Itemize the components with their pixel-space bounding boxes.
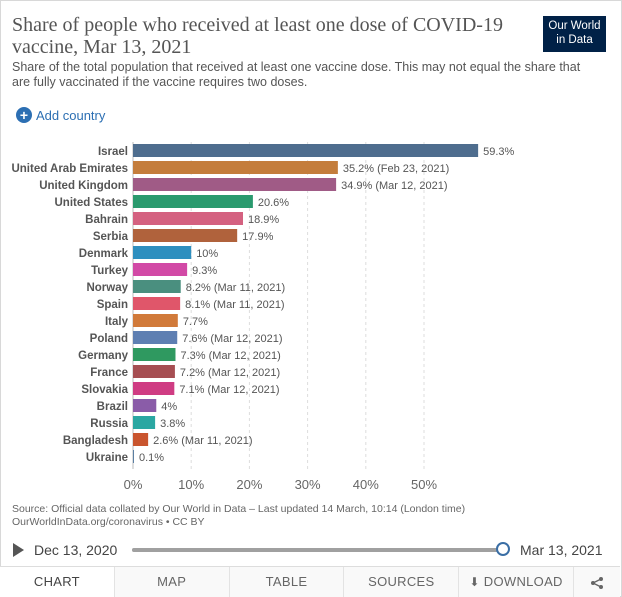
bar[interactable] [133, 365, 175, 378]
bar-value-label: 2.6% (Mar 11, 2021) [153, 435, 252, 447]
bar-category-label[interactable]: United States [55, 197, 129, 209]
logo-line-2: in Data [556, 34, 593, 46]
bar-category-label[interactable]: Bangladesh [63, 435, 128, 447]
timeline-track[interactable] [132, 548, 504, 552]
chart-subtitle: Share of the total population that recei… [12, 60, 581, 89]
timeline-start-label[interactable]: Dec 13, 2020 [34, 542, 118, 558]
x-tick-label: 50% [411, 477, 437, 492]
bar-value-label: 9.3% [192, 265, 217, 277]
bar[interactable] [133, 195, 253, 208]
bar-category-label[interactable]: United Kingdom [39, 180, 128, 192]
source-line-1: Source: Official data collated by Our Wo… [12, 503, 466, 515]
bar-value-label: 17.9% [242, 231, 273, 243]
bar-category-label[interactable]: Germany [78, 350, 128, 362]
bar-category-label[interactable]: United Arab Emirates [11, 163, 128, 175]
timeline-fill [132, 548, 504, 552]
bar[interactable] [133, 161, 338, 174]
timeline: Dec 13, 2020 Mar 13, 2021 [0, 536, 620, 564]
tab-table[interactable]: TABLE [228, 567, 344, 597]
bar[interactable] [133, 280, 181, 293]
bar-category-label[interactable]: Turkey [91, 265, 128, 277]
bar-value-label: 8.2% (Mar 11, 2021) [186, 282, 285, 294]
bar[interactable] [133, 382, 175, 395]
add-icon: + [16, 107, 32, 123]
bar[interactable] [133, 331, 178, 344]
bar-category-label[interactable]: Slovakia [81, 384, 128, 396]
bar-value-label: 7.3% (Mar 12, 2021) [180, 350, 280, 362]
share-icon[interactable] [572, 567, 620, 597]
tab-map[interactable]: MAP [113, 567, 229, 597]
bar-category-label[interactable]: Norway [86, 282, 128, 294]
bar[interactable] [133, 348, 176, 361]
tab-download[interactable]: ⬇ DOWNLOAD [458, 567, 573, 597]
x-tick-label: 30% [295, 477, 321, 492]
bar-category-label[interactable]: Brazil [97, 401, 128, 413]
bar-value-label: 8.1% (Mar 11, 2021) [185, 299, 284, 311]
logo-line-1: Our World [548, 20, 601, 32]
bar[interactable] [133, 246, 192, 259]
bar-chart: Israel 59.3% United Arab Emirates 35.2% (Fe… [11, 142, 515, 492]
bar[interactable] [133, 212, 243, 225]
timeline-handle[interactable] [496, 542, 510, 556]
tab-sources[interactable]: SOURCES [343, 567, 458, 597]
bar[interactable] [133, 433, 149, 446]
bar[interactable] [133, 314, 178, 327]
bar-category-label[interactable]: Israel [98, 146, 128, 158]
bar-category-label[interactable]: Serbia [93, 231, 129, 243]
owid-logo[interactable]: Our World in Data [543, 16, 606, 52]
bar-category-label[interactable]: Spain [97, 299, 128, 311]
source-note: Source: Official data collated by Our Wo… [12, 503, 602, 529]
bar-value-label: 34.9% (Mar 12, 2021) [341, 180, 447, 192]
bar[interactable] [133, 450, 134, 463]
bar-value-label: 0.1% [139, 452, 164, 464]
bar-category-label[interactable]: Bahrain [85, 214, 128, 226]
bar[interactable] [133, 144, 479, 157]
bar-value-label: 20.6% [258, 197, 289, 209]
bar[interactable] [133, 178, 337, 191]
bar-category-label[interactable]: Italy [105, 316, 129, 328]
bar-value-label: 10% [196, 248, 218, 260]
play-icon[interactable] [13, 543, 24, 557]
tab-chart[interactable]: CHART [0, 567, 114, 597]
bar-value-label: 18.9% [248, 214, 279, 226]
bar-value-label: 7.2% (Mar 12, 2021) [180, 367, 280, 379]
bar-value-label: 3.8% [160, 418, 185, 430]
bar[interactable] [133, 263, 188, 276]
source-line-2[interactable]: OurWorldInData.org/coronavirus • CC BY [12, 516, 205, 528]
bar-category-label[interactable]: Ukraine [86, 452, 128, 464]
timeline-end-label[interactable]: Mar 13, 2021 [520, 542, 603, 558]
add-country-label: Add country [36, 107, 106, 123]
x-tick-label: 20% [236, 477, 262, 492]
bar[interactable] [133, 297, 181, 310]
bar[interactable] [133, 416, 156, 429]
tab-bar: CHART MAP TABLE SOURCES ⬇ DOWNLOAD [0, 566, 620, 597]
bar-category-label[interactable]: Russia [90, 418, 128, 430]
bar-value-label: 7.7% [183, 316, 208, 328]
tab-download-label: DOWNLOAD [483, 574, 563, 589]
bar[interactable] [133, 229, 238, 242]
bar-category-label[interactable]: Denmark [79, 248, 129, 260]
bar-category-label[interactable]: France [90, 367, 128, 379]
bar-value-label: 59.3% [483, 146, 514, 158]
bar[interactable] [133, 399, 157, 412]
bar-value-label: 4% [161, 401, 177, 413]
x-tick-label: 0% [124, 477, 143, 492]
add-country-button[interactable]: + Add country [16, 107, 105, 123]
x-tick-label: 10% [178, 477, 204, 492]
bar-value-label: 7.1% (Mar 12, 2021) [179, 384, 279, 396]
x-tick-label: 40% [353, 477, 379, 492]
bar-value-label: 7.6% (Mar 12, 2021) [182, 333, 282, 345]
download-icon: ⬇ [469, 575, 480, 589]
bar-value-label: 35.2% (Feb 23, 2021) [343, 163, 449, 175]
bar-category-label[interactable]: Poland [90, 333, 128, 345]
chart-title: Share of people who received at least on… [12, 14, 503, 58]
